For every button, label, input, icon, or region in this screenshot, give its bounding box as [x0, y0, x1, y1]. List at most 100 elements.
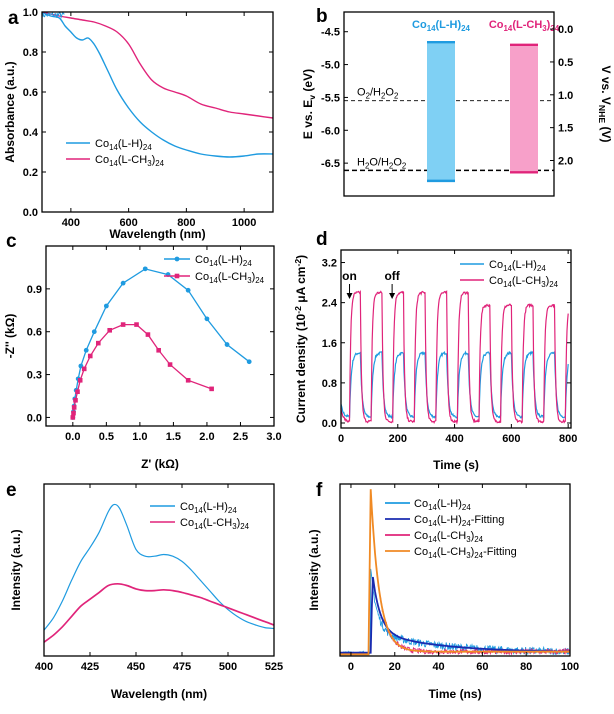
x-tick-label: 450 — [127, 661, 145, 673]
text-part: (L-CH — [512, 19, 542, 31]
plot-frame — [45, 245, 275, 427]
text-part: ) — [546, 275, 550, 287]
text-part: ) — [471, 530, 475, 542]
legend-label: Co14(L-CH3)24-Fitting — [414, 546, 517, 560]
x-tick-label: 0.5 — [99, 431, 114, 443]
text-part: 2 — [381, 92, 385, 101]
data-point — [107, 327, 113, 333]
text-part: 14 — [109, 143, 118, 152]
legend-marker — [174, 273, 180, 279]
x-tick-label: 0 — [338, 433, 344, 445]
text-part: 3 — [232, 522, 237, 531]
annotation-off: off — [384, 269, 400, 283]
x-tick-label: 400 — [62, 217, 80, 229]
text-part: 2 — [389, 161, 393, 170]
panel-label-c: c — [6, 231, 17, 252]
x-axis-label: Wavelength (nm) — [111, 687, 207, 701]
text-part: 3 — [147, 159, 152, 168]
x-tick-label: 400 — [445, 433, 463, 445]
data-point — [185, 287, 191, 293]
text-part: 14 — [209, 259, 218, 268]
text-part: ) — [547, 19, 551, 31]
y-tick-right-label: 0.0 — [558, 24, 573, 36]
x-tick-label: 500 — [219, 661, 237, 673]
text-part: H — [357, 156, 365, 168]
panel-a: 400 600 800 1000 0.0 0.2 0.4 0.6 0.8 1.0 Wavelengt… — [3, 7, 274, 241]
text-part: ) — [252, 271, 256, 283]
text-part: 24 — [255, 276, 264, 285]
data-point — [120, 322, 126, 327]
series-line-1 — [72, 323, 212, 418]
text-part: 14 — [194, 522, 203, 531]
text-part: 24 — [462, 503, 471, 512]
bar-label: Co14(L-H)24 — [412, 19, 471, 33]
text-part: 24 — [462, 519, 471, 528]
x-tick-label: 1000 — [232, 217, 256, 229]
text-part: μA cm — [294, 267, 308, 307]
text-part: (L-H) — [436, 19, 462, 31]
text-part: ) — [237, 517, 241, 529]
data-point — [209, 386, 214, 392]
data-point — [134, 322, 139, 327]
x-axis-label: Time (ns) — [428, 687, 481, 701]
text-part: (L-CH — [437, 530, 466, 542]
data-point — [224, 342, 230, 347]
y-axis-right-label: V vs. VNHE (V) — [597, 66, 613, 143]
x-tick-label: 800 — [559, 433, 577, 445]
text-part: 14 — [503, 280, 512, 289]
data-point — [81, 366, 87, 372]
series-line-3 — [340, 489, 570, 656]
y-tick-label: -6.0 — [321, 125, 340, 137]
x-tick-label: 3.0 — [266, 431, 281, 443]
x-axis-label: Time (s) — [433, 458, 479, 472]
data-point — [75, 389, 80, 395]
x-tick-label: 400 — [35, 661, 53, 673]
text-part: Co — [180, 501, 194, 513]
legend-label: Co14(L-CH3)24 — [414, 530, 484, 544]
text-part: V vs. V — [599, 66, 613, 105]
x-tick-label: 800 — [177, 217, 195, 229]
legend-label: Co14(L-CH3)24 — [195, 271, 265, 285]
panel-label-d: d — [316, 229, 328, 250]
legend-label: Co14(L-H)24 — [180, 501, 237, 515]
text-part: 24 — [474, 551, 483, 560]
x-tick-label: 1.5 — [166, 431, 181, 443]
text-part: O — [357, 87, 366, 99]
y-tick-label: 1.0 — [23, 7, 38, 19]
text-part: v — [307, 95, 317, 100]
text-part: (L-CH — [203, 517, 232, 529]
data-point — [77, 377, 83, 383]
y-tick-label: -4.5 — [321, 27, 340, 39]
legend-label: Co14(L-CH3)24 — [95, 154, 165, 168]
data-point — [204, 316, 210, 322]
text-part: 2 — [402, 161, 406, 170]
x-tick-label: 2.5 — [233, 431, 248, 443]
text-part: 3 — [466, 535, 471, 544]
series-line-1 — [340, 576, 571, 654]
text-part: 14 — [503, 264, 512, 273]
y-tick-right-label: 2.0 — [558, 156, 573, 168]
text-part: Co — [195, 271, 209, 283]
text-part: 14 — [194, 506, 203, 515]
data-point — [103, 303, 109, 309]
text-part: Co — [180, 517, 194, 529]
x-tick-label: 100 — [561, 661, 579, 673]
plot-frame — [339, 483, 571, 657]
panel-c: 0.0 0.5 1.0 1.5 2.0 2.5 3.0 0.0 0.3 0.6 0.9 Z' (kΩ)… — [3, 245, 282, 471]
y-tick-label: 2.4 — [322, 298, 338, 310]
x-tick-label: 475 — [173, 661, 191, 673]
x-axis-label: Z' (kΩ) — [141, 457, 179, 471]
y-axis-label: Current density (10-2 μA cm-2) — [293, 255, 308, 423]
x-axis-label: Wavelength (nm) — [109, 227, 205, 241]
text-part: (L-H) — [118, 138, 143, 150]
panel-label-e: e — [6, 480, 17, 501]
text-part: -2 — [293, 259, 303, 267]
series-line-0 — [339, 568, 571, 656]
y-axis-label: Absorbance (a.u.) — [3, 61, 17, 162]
text-part: Co — [412, 19, 427, 31]
legend-label: Co14(L-CH3)24 — [489, 275, 559, 289]
text-part: ) — [294, 255, 308, 259]
